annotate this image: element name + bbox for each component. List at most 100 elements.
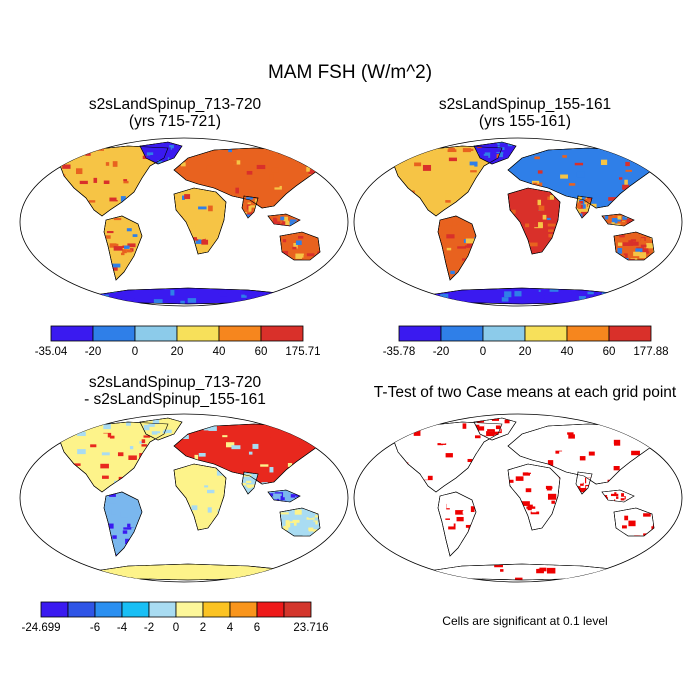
- grid-cell: [589, 452, 595, 456]
- colorbar-label: 177.88: [633, 346, 668, 358]
- grid-cell: [445, 226, 452, 230]
- grid-cell: [534, 222, 538, 227]
- grid-cell: [114, 246, 123, 251]
- grid-cell: [280, 512, 288, 514]
- colorbar-swatch: [177, 326, 219, 341]
- grid-cell: [603, 435, 611, 438]
- grid-cell: [525, 224, 529, 228]
- grid-cell: [536, 236, 545, 239]
- grid-cell: [443, 445, 450, 448]
- grid-cell: [102, 433, 108, 438]
- grid-cell: [502, 297, 509, 301]
- colorbar-swatch: [149, 602, 176, 617]
- grid-cell: [247, 171, 253, 175]
- grid-cell: [631, 451, 640, 455]
- colorbar-swatch: [135, 326, 177, 341]
- colorbar-swatch: [609, 326, 651, 341]
- grid-cell: [321, 446, 330, 448]
- map-bottom-right: [352, 412, 684, 584]
- grid-cell: [153, 566, 160, 570]
- grid-cell: [446, 234, 454, 238]
- grid-cell: [512, 288, 516, 291]
- grid-cell: [128, 515, 136, 518]
- colorbar-swatch: [399, 326, 441, 341]
- grid-cell: [418, 425, 424, 429]
- grid-cell: [310, 243, 316, 247]
- grid-cell: [311, 522, 316, 527]
- grid-cell: [222, 435, 227, 437]
- colorbar-label: 60: [603, 346, 616, 358]
- grid-cell: [220, 297, 229, 299]
- grid-cell: [548, 565, 554, 568]
- grid-cell: [276, 216, 279, 218]
- grid-cell: [636, 523, 641, 526]
- grid-cell: [133, 234, 138, 237]
- grid-cell: [608, 465, 614, 469]
- grid-cell: [260, 464, 268, 466]
- colorbar-swatch: [219, 326, 261, 341]
- grid-cell: [504, 291, 511, 297]
- grid-cell: [630, 441, 638, 445]
- grid-cell: [617, 566, 621, 572]
- grid-cell: [286, 497, 290, 502]
- grid-cell: [467, 165, 474, 169]
- grid-cell: [526, 488, 532, 492]
- grid-cell: [128, 455, 137, 460]
- grid-cell: [618, 216, 622, 220]
- grid-cell: [292, 247, 296, 250]
- map-top-left: [18, 136, 350, 308]
- grid-cell: [561, 290, 568, 293]
- grid-cell: [171, 574, 179, 580]
- grid-cell: [252, 444, 258, 449]
- grid-cell: [422, 296, 428, 300]
- grid-cell: [528, 199, 534, 204]
- grid-cell: [111, 195, 117, 197]
- grid-cell: [621, 498, 625, 500]
- grid-cell: [102, 579, 108, 583]
- grid-cell: [77, 449, 86, 454]
- grid-cell: [286, 520, 290, 525]
- grid-cell: [188, 488, 193, 492]
- grid-cell: [118, 452, 123, 456]
- grid-cell: [120, 224, 124, 228]
- colorbar-label: 0: [480, 346, 486, 358]
- map-top-right: [352, 136, 684, 308]
- grid-cell: [269, 467, 273, 472]
- grid-cell: [465, 504, 470, 508]
- grid-cell: [124, 246, 130, 249]
- grid-cell: [464, 448, 469, 452]
- grid-cell: [414, 162, 421, 166]
- grid-cell: [575, 163, 583, 166]
- grid-cell: [160, 157, 167, 161]
- grid-cell: [242, 483, 246, 485]
- grid-cell: [235, 188, 239, 194]
- colorbar-top-right: -35.78 -20 0 20 40 60 177.88: [394, 326, 656, 362]
- grid-cell: [188, 298, 196, 303]
- grid-cell: [230, 192, 235, 194]
- grid-cell: [500, 569, 503, 572]
- grid-cell: [108, 500, 116, 504]
- grid-cell: [534, 566, 538, 569]
- grid-cell: [64, 429, 73, 433]
- grid-cell: [612, 571, 619, 575]
- grid-cell: [470, 170, 477, 172]
- grid-cell: [172, 150, 176, 153]
- grid-cell: [401, 426, 405, 432]
- grid-cell: [148, 424, 154, 427]
- grid-cell: [241, 575, 245, 580]
- grid-cell: [270, 174, 274, 180]
- colorbar-top-left: -35.04 -20 0 20 40 60 175.71: [46, 326, 308, 362]
- grid-cell: [281, 572, 287, 576]
- grid-cell: [180, 294, 184, 298]
- colorbar-swatch: [122, 602, 149, 617]
- grid-cell: [577, 172, 585, 177]
- colorbar-label: 2: [200, 622, 206, 634]
- grid-cell: [163, 296, 167, 299]
- grid-cell: [121, 512, 129, 518]
- grid-cell: [248, 206, 251, 212]
- grid-cell: [612, 496, 616, 499]
- grid-cell: [610, 452, 613, 457]
- grid-cell: [548, 224, 556, 227]
- colorbar-label: 23.716: [293, 622, 328, 634]
- grid-cell: [583, 428, 587, 433]
